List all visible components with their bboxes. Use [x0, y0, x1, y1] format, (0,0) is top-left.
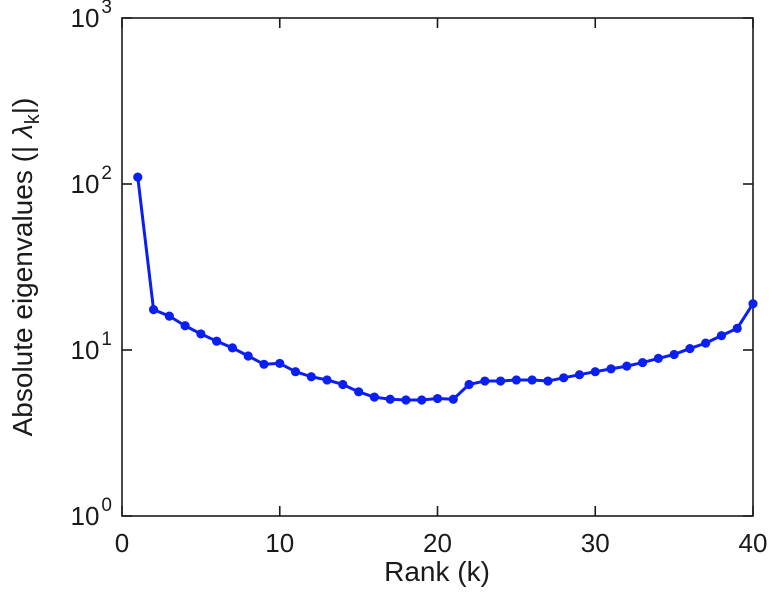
- data-point-marker: [275, 358, 285, 369]
- data-point-marker: [432, 393, 443, 404]
- data-point-marker: [748, 299, 758, 309]
- x-tick-label: 10: [265, 528, 294, 558]
- data-point-marker: [212, 336, 222, 346]
- data-point-marker: [133, 172, 143, 182]
- data-point-marker: [559, 373, 569, 383]
- data-point-marker: [448, 394, 458, 404]
- data-point-marker: [180, 321, 190, 331]
- data-point-marker: [480, 376, 490, 386]
- data-point-marker: [227, 343, 238, 353]
- data-point-marker: [511, 375, 521, 385]
- data-point-marker: [354, 387, 364, 397]
- y-tick-label: 10 1: [71, 329, 113, 365]
- data-point-marker: [496, 376, 506, 386]
- data-point-marker: [417, 395, 427, 405]
- data-point-marker: [543, 376, 553, 386]
- data-point-marker: [290, 367, 301, 377]
- data-point-marker: [527, 375, 537, 385]
- data-point-marker: [622, 361, 632, 371]
- data-point-marker: [590, 367, 600, 377]
- y-axis-label: Absolute eigenvalues (| λk|): [7, 98, 44, 437]
- plot-area: [121, 17, 754, 517]
- x-axis-label: Rank (k): [384, 556, 490, 587]
- data-point-marker: [637, 357, 648, 368]
- data-point-marker: [401, 395, 411, 405]
- data-point-marker: [243, 351, 253, 361]
- data-point-marker: [716, 331, 727, 341]
- x-tick-label: 30: [581, 528, 610, 558]
- data-point-marker: [574, 370, 585, 380]
- x-tick-label: 0: [115, 528, 129, 558]
- data-point-marker: [369, 392, 379, 402]
- lambda-symbol: λ: [7, 124, 38, 140]
- y-axis-label-suffix: |): [7, 98, 38, 115]
- data-point-marker: [322, 375, 332, 385]
- data-point-marker: [701, 338, 711, 348]
- data-point-marker: [732, 323, 742, 333]
- y-axis-label-prefix: Absolute eigenvalues (|: [7, 138, 38, 436]
- data-series: [133, 172, 758, 405]
- data-point-marker: [669, 349, 679, 360]
- y-tick-label: 10 3: [71, 0, 113, 33]
- x-tick-label: 40: [739, 528, 768, 558]
- y-tick-label: 10 0: [71, 495, 113, 531]
- data-point-marker: [685, 343, 695, 354]
- data-point-marker: [148, 305, 159, 315]
- data-point-marker: [338, 379, 348, 390]
- lambda-subscript: k: [22, 113, 44, 124]
- y-tick-label: 10 2: [71, 163, 113, 199]
- x-tick-label: 20: [423, 528, 452, 558]
- data-point-marker: [606, 364, 616, 374]
- data-point-marker: [653, 353, 663, 364]
- data-point-marker: [385, 394, 395, 404]
- eigenvalue-line: [136, 175, 755, 402]
- data-point-marker: [306, 372, 316, 382]
- data-point-marker: [164, 311, 174, 321]
- data-point-marker: [196, 329, 206, 339]
- data-point-marker: [259, 359, 269, 369]
- data-point-marker: [464, 379, 474, 390]
